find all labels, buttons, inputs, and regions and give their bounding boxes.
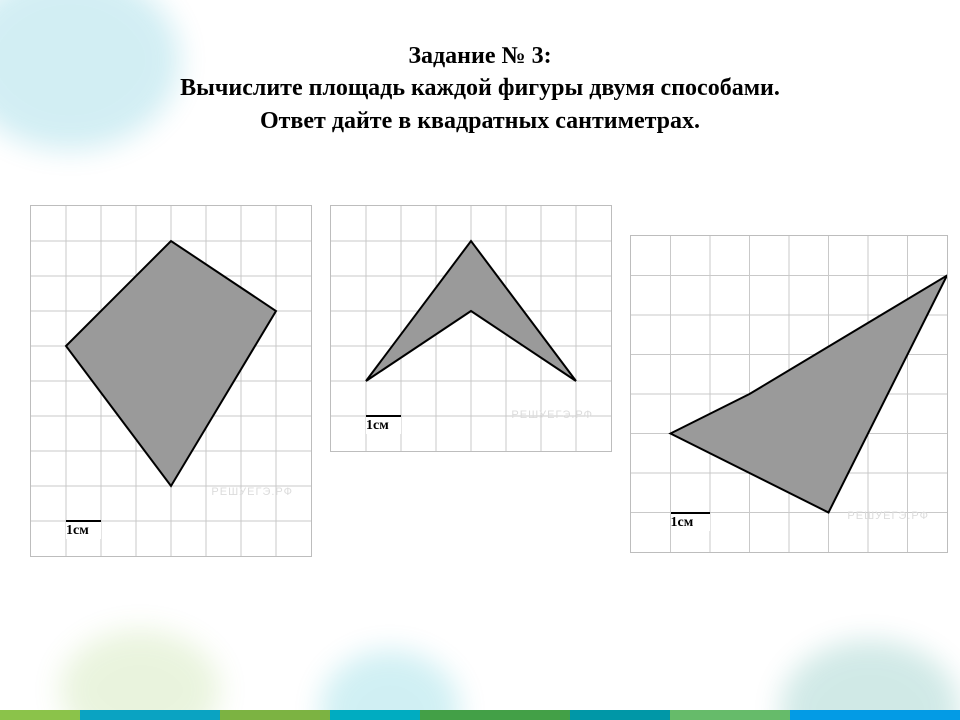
title-line-2: Вычислите площадь каждой фигуры двумя сп… [0, 72, 960, 104]
footer-seg-6 [670, 710, 790, 720]
page-root: Задание № 3: Вычислите площадь каждой фи… [0, 0, 960, 720]
bg-shape [60, 630, 220, 720]
fig1-unit-label: 1см [66, 520, 101, 539]
title-line-1: Задание № 3: [0, 40, 960, 72]
fig1-svg [31, 206, 311, 556]
fig1: РЕШУЕГЭ.РФ1см [30, 205, 312, 557]
title-line-3: Ответ дайте в квадратных сантиметрах. [0, 105, 960, 137]
fig2: РЕШУЕГЭ.РФ1см [330, 205, 612, 452]
footer-seg-0 [0, 710, 80, 720]
footer-band [0, 710, 960, 720]
footer-seg-5 [570, 710, 670, 720]
footer-seg-3 [330, 710, 420, 720]
fig3: РЕШУЕГЭ.РФ1см [630, 235, 948, 553]
footer-seg-4 [420, 710, 570, 720]
fig3-unit-label: 1см [671, 512, 711, 531]
task-title: Задание № 3: Вычислите площадь каждой фи… [0, 40, 960, 137]
footer-seg-7 [790, 710, 960, 720]
bg-shape [780, 640, 960, 720]
fig2-unit-label: 1см [366, 415, 401, 434]
fig1-polygon [66, 241, 276, 486]
footer-seg-2 [220, 710, 330, 720]
footer-seg-1 [80, 710, 220, 720]
fig3-svg [631, 236, 947, 552]
